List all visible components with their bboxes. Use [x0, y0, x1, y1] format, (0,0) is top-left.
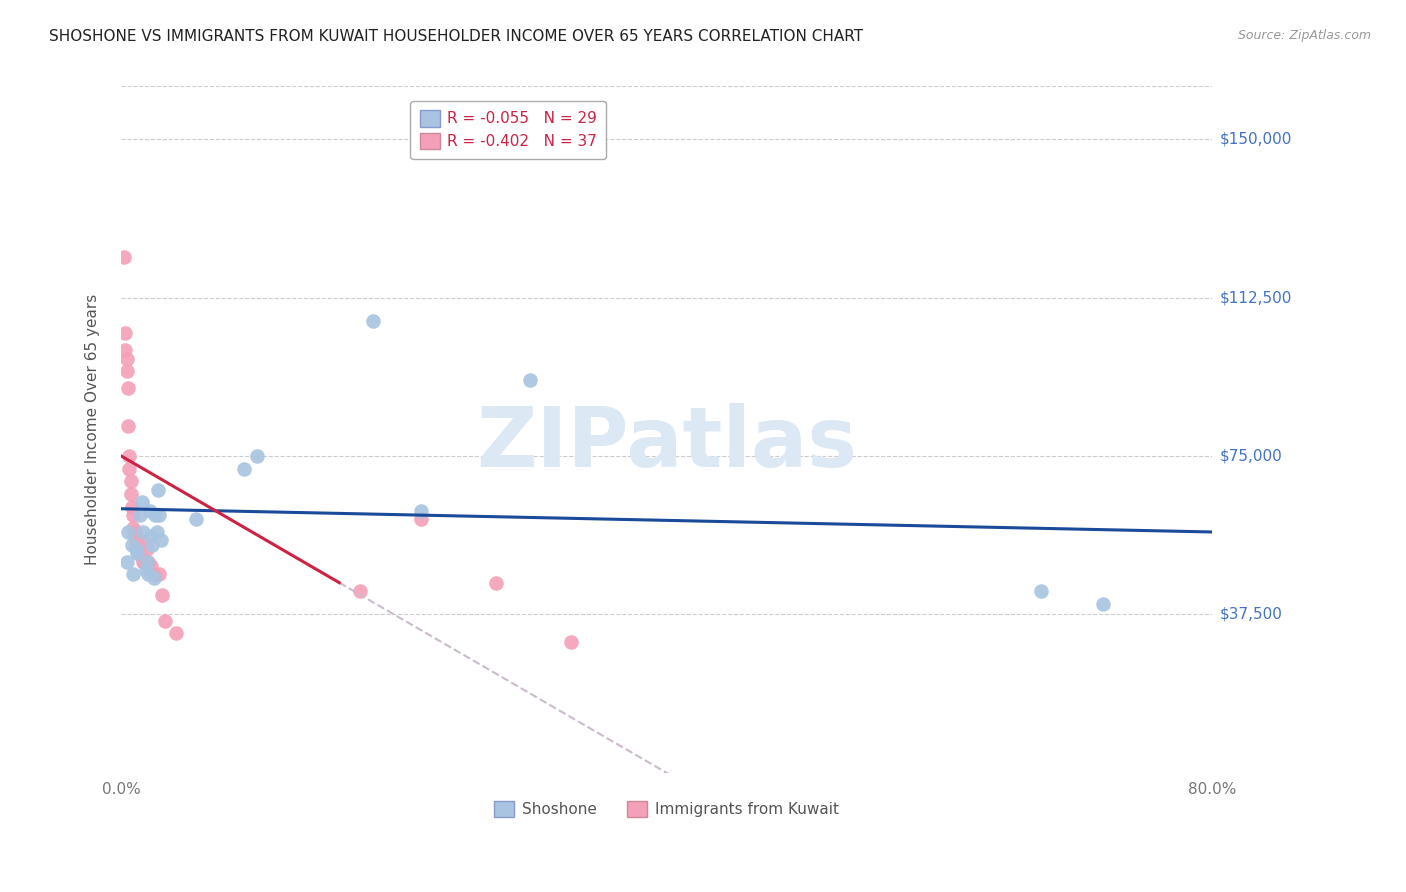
Text: Source: ZipAtlas.com: Source: ZipAtlas.com — [1237, 29, 1371, 42]
Point — [120, 475, 142, 489]
Point — [142, 571, 165, 585]
Text: $37,500: $37,500 — [1220, 607, 1284, 622]
Point — [117, 381, 139, 395]
Text: $112,500: $112,500 — [1220, 290, 1292, 305]
Legend: Shoshone, Immigrants from Kuwait: Shoshone, Immigrants from Kuwait — [488, 795, 845, 823]
Y-axis label: Householder Income Over 65 years: Householder Income Over 65 years — [86, 294, 100, 566]
Point — [120, 487, 142, 501]
Point — [131, 495, 153, 509]
Point — [114, 326, 136, 341]
Point — [122, 567, 145, 582]
Point — [115, 364, 138, 378]
Point — [146, 483, 169, 497]
Text: SHOSHONE VS IMMIGRANTS FROM KUWAIT HOUSEHOLDER INCOME OVER 65 YEARS CORRELATION : SHOSHONE VS IMMIGRANTS FROM KUWAIT HOUSE… — [49, 29, 863, 44]
Point — [118, 461, 141, 475]
Point — [136, 541, 159, 556]
Point — [409, 504, 432, 518]
Point — [115, 351, 138, 366]
Point — [127, 546, 149, 560]
Point — [232, 461, 254, 475]
Point — [165, 626, 187, 640]
Text: $75,000: $75,000 — [1220, 449, 1282, 464]
Point — [363, 314, 385, 328]
Point — [132, 524, 155, 539]
Point — [139, 529, 162, 543]
Point — [129, 533, 152, 548]
Point — [121, 500, 143, 514]
Point — [117, 524, 139, 539]
Point — [128, 546, 150, 560]
Point — [131, 550, 153, 565]
Point — [409, 512, 432, 526]
Point — [485, 575, 508, 590]
Point — [139, 558, 162, 573]
Point — [138, 567, 160, 582]
Point — [139, 504, 162, 518]
Point — [122, 521, 145, 535]
Point — [115, 555, 138, 569]
Point — [142, 567, 165, 582]
Point — [132, 555, 155, 569]
Text: $150,000: $150,000 — [1220, 132, 1292, 146]
Point — [124, 524, 146, 539]
Point — [122, 508, 145, 522]
Point — [148, 508, 170, 522]
Point — [141, 538, 163, 552]
Point — [127, 541, 149, 556]
Point — [114, 343, 136, 358]
Point — [125, 533, 148, 548]
Point — [153, 614, 176, 628]
Point — [148, 567, 170, 582]
Point — [112, 251, 135, 265]
Point — [134, 555, 156, 569]
Point — [117, 419, 139, 434]
Point — [560, 635, 582, 649]
Point — [125, 541, 148, 556]
Point — [143, 508, 166, 522]
Point — [135, 555, 157, 569]
Point — [124, 529, 146, 543]
Point — [121, 538, 143, 552]
Point — [129, 508, 152, 522]
Point — [118, 449, 141, 463]
Point — [145, 524, 167, 539]
Text: ZIPatlas: ZIPatlas — [477, 403, 858, 483]
Point — [1031, 584, 1053, 599]
Point — [246, 449, 269, 463]
Point — [136, 555, 159, 569]
Point — [349, 584, 371, 599]
Point — [127, 538, 149, 552]
Point — [150, 588, 173, 602]
Point — [184, 512, 207, 526]
Point — [138, 555, 160, 569]
Point — [135, 563, 157, 577]
Point — [1091, 597, 1114, 611]
Point — [149, 533, 172, 548]
Point — [519, 373, 541, 387]
